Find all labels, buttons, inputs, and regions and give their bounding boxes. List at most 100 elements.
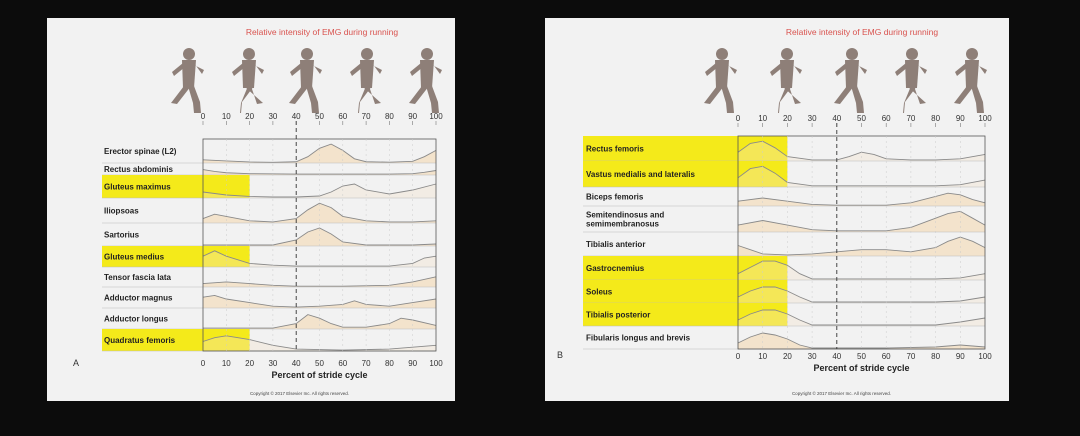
running-figure-icon [770,48,802,113]
x-tick-label: 10 [222,359,231,368]
muscle-label: Soleus [586,288,613,297]
running-figure-icon [171,48,204,113]
chart-b: Relative intensity of EMG during running… [557,27,992,396]
x-tick-label-top: 20 [783,114,792,123]
x-tick-label: 60 [338,359,347,368]
x-tick-label: 30 [268,359,277,368]
muscle-label-highlight [583,161,738,187]
x-tick-label: 0 [736,352,741,361]
emg-area [738,237,985,256]
x-axis-label: Percent of stride cycle [271,370,367,380]
x-tick-label-top: 80 [385,112,394,121]
muscle-label: Biceps femoris [586,193,644,202]
muscle-label: Sartorius [104,231,140,240]
emg-area [738,310,985,326]
muscle-label-highlight [102,246,203,267]
x-tick-label: 80 [385,359,394,368]
muscle-label: Vastus medialis and lateralis [586,170,695,179]
x-tick-label-top: 30 [268,112,277,121]
emg-area [203,335,436,351]
x-tick-label-top: 100 [978,114,992,123]
x-tick-label: 20 [783,352,792,361]
running-figure-icon [704,48,737,113]
emg-line [737,192,986,206]
x-tick-label-top: 20 [245,112,254,121]
x-tick-label: 40 [832,352,841,361]
muscle-label-highlight [102,329,203,351]
x-tick-label: 70 [906,352,915,361]
x-tick-label-top: 70 [906,114,915,123]
emg-line [737,210,986,232]
x-tick-label-top: 0 [736,114,741,123]
chart-title: Relative intensity of EMG during running [786,27,938,37]
x-tick-label-top: 30 [808,114,817,123]
muscle-label: Erector spinae (L2) [104,147,177,156]
chart-title: Relative intensity of EMG during running [246,27,398,37]
running-figure-icon [350,48,382,113]
x-tick-label: 0 [201,359,206,368]
x-tick-label: 70 [362,359,371,368]
emg-line [737,286,986,303]
x-tick-label: 90 [956,352,965,361]
running-figure-icon [954,48,987,113]
stance-highlight [203,175,250,198]
muscle-label: Fibularis longus and brevis [586,334,691,343]
x-tick-label: 40 [292,359,301,368]
muscle-label: Adductor magnus [104,294,173,303]
x-tick-label: 20 [245,359,254,368]
muscle-label-highlight [583,280,738,303]
copyright-text: Copyright © 2017 Elsevier Inc. All right… [792,390,891,396]
x-tick-label: 10 [758,352,767,361]
x-tick-label-top: 90 [408,112,417,121]
x-tick-label: 30 [808,352,817,361]
x-tick-label: 50 [857,352,866,361]
running-figure-icon [895,48,927,113]
x-tick-label: 100 [429,359,443,368]
emg-line [202,202,437,223]
emg-area [203,184,436,198]
panel-a: Relative intensity of EMG during running… [47,18,455,401]
emg-area [738,261,985,280]
x-tick-label-top: 100 [429,112,443,121]
x-tick-label-top: 10 [758,114,767,123]
emg-line [202,335,437,351]
muscle-label-highlight [583,256,738,280]
emg-line [737,260,986,280]
muscle-label: Quadratus femoris [104,336,176,345]
x-tick-label: 50 [315,359,324,368]
x-tick-label-top: 60 [338,112,347,121]
muscle-label: Tensor fascia lata [104,273,172,282]
panel-label: B [557,350,563,360]
muscle-label: Semitendinosus and [586,211,664,220]
x-tick-label-top: 70 [362,112,371,121]
muscle-label: Gluteus medius [104,253,165,262]
x-tick-label-top: 10 [222,112,231,121]
muscle-label-highlight [583,136,738,161]
emg-area [738,211,985,232]
emg-line [737,309,986,326]
muscle-label: Tibialis anterior [586,240,645,249]
emg-line [737,332,986,349]
x-tick-label-top: 50 [857,114,866,123]
panel-b: Relative intensity of EMG during running… [545,18,1009,401]
running-figure-icon [289,48,322,113]
emg-line [202,143,437,163]
x-tick-label-top: 50 [315,112,324,121]
chart-a: Relative intensity of EMG during running… [73,27,443,396]
muscle-label: Gluteus maximus [104,183,171,192]
x-tick-label-top: 40 [832,114,841,123]
emg-area [203,228,436,246]
x-tick-label: 100 [978,352,992,361]
muscle-label: Tibialis posterior [586,311,650,320]
muscle-label-highlight [102,175,203,198]
muscle-label: Rectus femoris [586,145,644,154]
x-tick-label-top: 60 [882,114,891,123]
x-tick-label: 90 [408,359,417,368]
emg-line [737,236,986,256]
emg-area [203,314,436,329]
x-tick-label-top: 40 [292,112,301,121]
emg-line [202,250,437,267]
muscle-label: Gastrocnemius [586,264,645,273]
x-tick-label-top: 0 [201,112,206,121]
x-axis-label: Percent of stride cycle [813,363,909,373]
